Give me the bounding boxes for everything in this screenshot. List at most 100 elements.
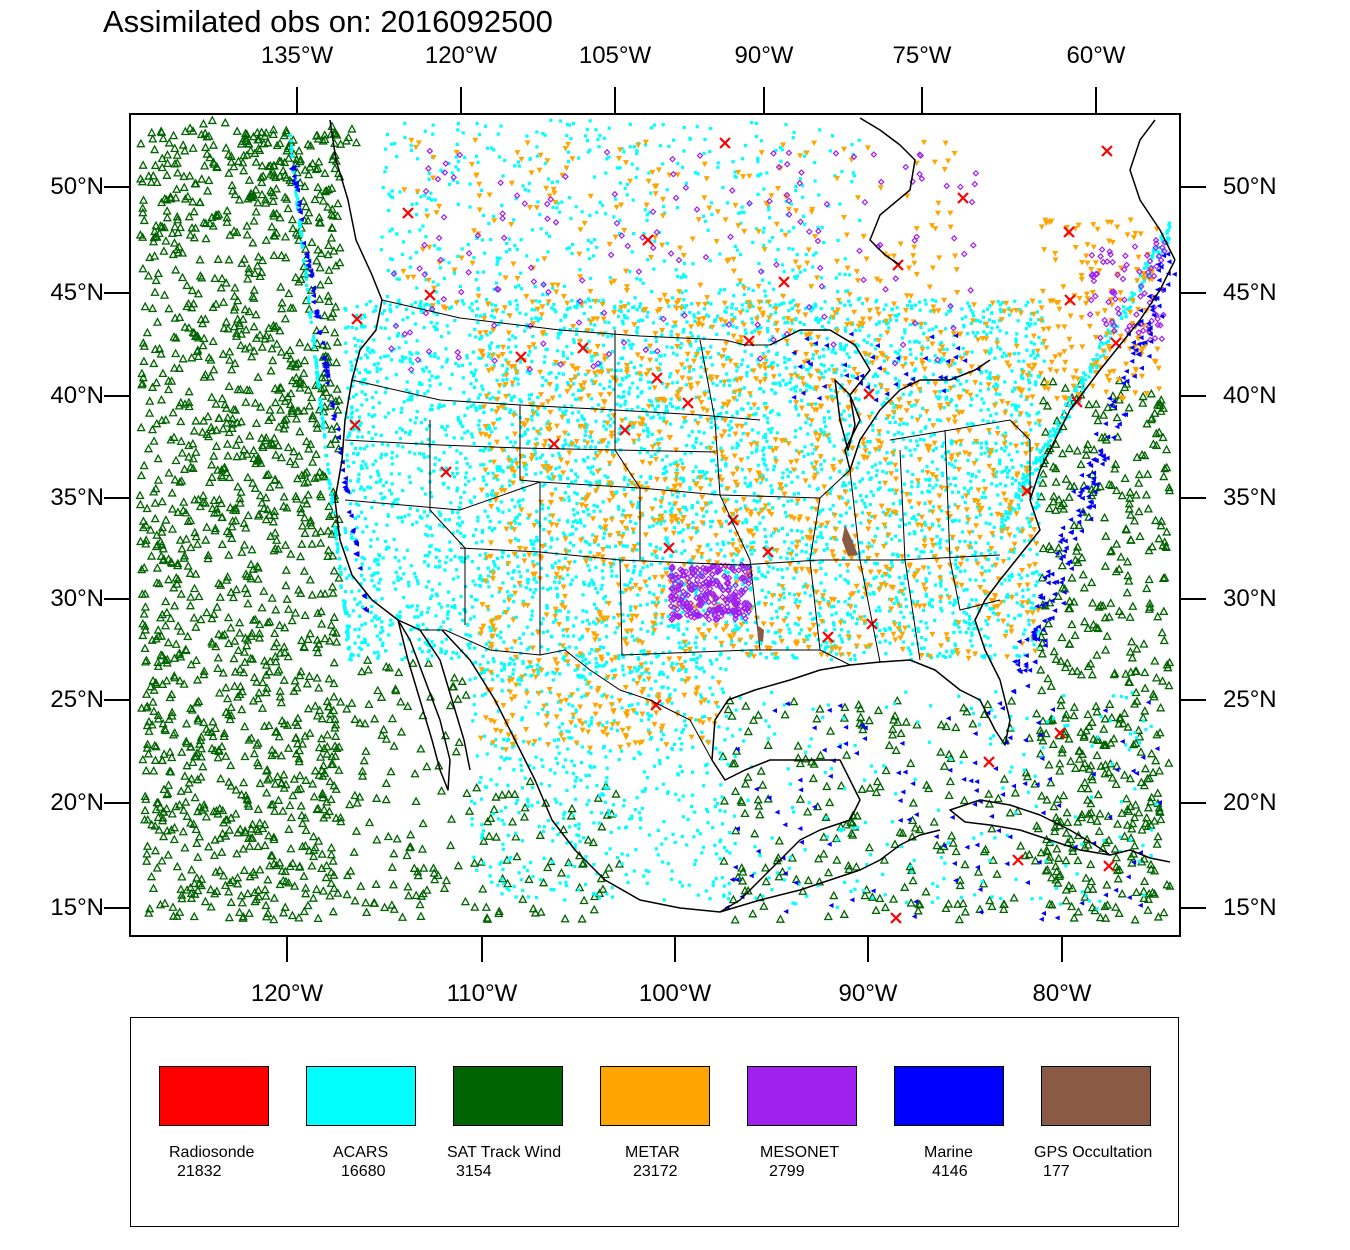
sat-track-wind-marker <box>170 221 180 231</box>
sat-track-wind-marker <box>231 505 241 515</box>
sat-track-wind-marker <box>152 317 163 326</box>
acars-marker <box>1032 643 1036 647</box>
acars-marker <box>573 479 578 483</box>
sat-track-wind-marker <box>901 717 911 726</box>
acars-marker <box>867 451 872 455</box>
sat-track-wind-marker <box>171 801 181 811</box>
sat-track-wind-marker <box>171 333 181 342</box>
right-lat-tick-label: 30°N <box>1223 585 1277 612</box>
sat-track-wind-marker <box>245 871 255 881</box>
acars-marker <box>562 326 566 330</box>
sat-track-wind-marker <box>239 444 249 454</box>
sat-track-wind-marker <box>1091 701 1101 711</box>
sat-track-wind-marker <box>171 455 181 465</box>
sat-track-wind-marker <box>245 431 255 440</box>
sat-track-wind-marker <box>167 488 177 497</box>
sat-track-wind-marker <box>875 893 885 903</box>
acars-marker <box>913 403 917 407</box>
acars-marker <box>775 615 780 619</box>
sat-track-wind-marker <box>211 399 221 408</box>
sat-track-wind-marker <box>270 779 280 788</box>
sat-track-wind-marker <box>323 701 334 711</box>
sat-track-wind-marker <box>152 418 162 428</box>
sat-track-wind-marker <box>148 697 158 706</box>
acars-marker <box>424 532 428 537</box>
acars-marker <box>781 476 785 480</box>
sat-track-wind-marker <box>287 214 298 224</box>
sat-track-wind-marker <box>196 314 206 324</box>
acars-marker <box>657 672 662 676</box>
sat-track-wind-marker <box>264 773 275 782</box>
acars-marker <box>361 530 365 534</box>
acars-marker <box>757 569 761 574</box>
sat-track-wind-marker <box>239 165 249 175</box>
sat-track-wind-marker <box>177 890 187 899</box>
sat-track-wind-marker <box>307 861 317 870</box>
acars-marker <box>986 408 990 412</box>
sat-track-wind-marker <box>314 683 324 692</box>
acars-marker <box>491 309 495 313</box>
sat-track-wind-marker <box>301 436 312 446</box>
acars-marker <box>806 368 810 372</box>
acars-marker <box>981 315 986 319</box>
acars-marker <box>964 620 968 624</box>
acars-marker <box>1014 337 1018 341</box>
acars-marker <box>666 636 670 640</box>
sat-track-wind-marker <box>1064 443 1074 453</box>
acars-marker <box>1009 458 1014 462</box>
acars-marker <box>672 526 676 530</box>
acars-marker <box>931 505 936 509</box>
sat-track-wind-marker <box>408 658 418 667</box>
sat-track-wind-marker <box>180 194 190 203</box>
sat-track-wind-marker <box>273 795 284 804</box>
acars-marker <box>714 636 718 640</box>
sat-track-wind-marker <box>163 788 173 797</box>
sat-track-wind-marker <box>219 870 229 880</box>
acars-marker <box>616 656 621 661</box>
sat-track-wind-marker <box>173 168 183 177</box>
acars-marker <box>701 469 705 474</box>
acars-marker <box>440 365 444 369</box>
sat-track-wind-marker <box>238 844 248 853</box>
acars-marker <box>976 331 980 335</box>
acars-marker <box>680 461 684 466</box>
sat-track-wind-marker <box>190 495 200 504</box>
sat-track-wind-marker <box>204 352 214 362</box>
sat-track-wind-marker <box>224 168 234 177</box>
sat-track-wind-marker <box>328 588 338 597</box>
sat-track-wind-marker <box>166 613 176 623</box>
top-lon-tick-label: 75°W <box>892 42 952 69</box>
sat-track-wind-marker <box>252 260 263 270</box>
sat-track-wind-marker <box>252 757 263 767</box>
sat-track-wind-marker <box>255 818 265 827</box>
sat-track-wind-marker <box>275 648 285 657</box>
sat-track-wind-marker <box>331 628 341 637</box>
acars-marker <box>379 367 383 371</box>
sat-track-wind-marker <box>263 469 274 478</box>
sat-track-wind-marker <box>331 260 341 270</box>
sat-track-wind-marker <box>497 790 507 799</box>
sat-track-wind-marker <box>282 194 292 203</box>
sat-track-wind-marker <box>330 138 340 147</box>
sat-track-wind-marker <box>209 850 220 860</box>
acars-marker <box>811 356 815 361</box>
acars-marker <box>852 610 856 614</box>
sat-track-wind-marker <box>165 747 175 756</box>
sat-track-wind-marker <box>209 508 219 517</box>
acars-marker <box>767 565 771 569</box>
sat-track-wind-marker <box>265 656 275 666</box>
acars-marker <box>485 494 490 498</box>
acars-marker <box>865 340 869 345</box>
acars-marker <box>702 647 706 651</box>
sat-track-wind-marker <box>224 709 234 719</box>
sat-track-wind-marker <box>237 451 248 460</box>
sat-track-wind-marker <box>738 867 748 876</box>
sat-track-wind-marker <box>172 184 182 193</box>
sat-track-wind-marker <box>230 282 240 292</box>
acars-marker <box>602 386 606 391</box>
acars-marker <box>374 459 378 463</box>
sat-track-wind-marker <box>210 723 221 733</box>
acars-marker <box>403 514 407 519</box>
acars-marker <box>588 568 592 572</box>
acars-marker <box>1016 527 1020 531</box>
